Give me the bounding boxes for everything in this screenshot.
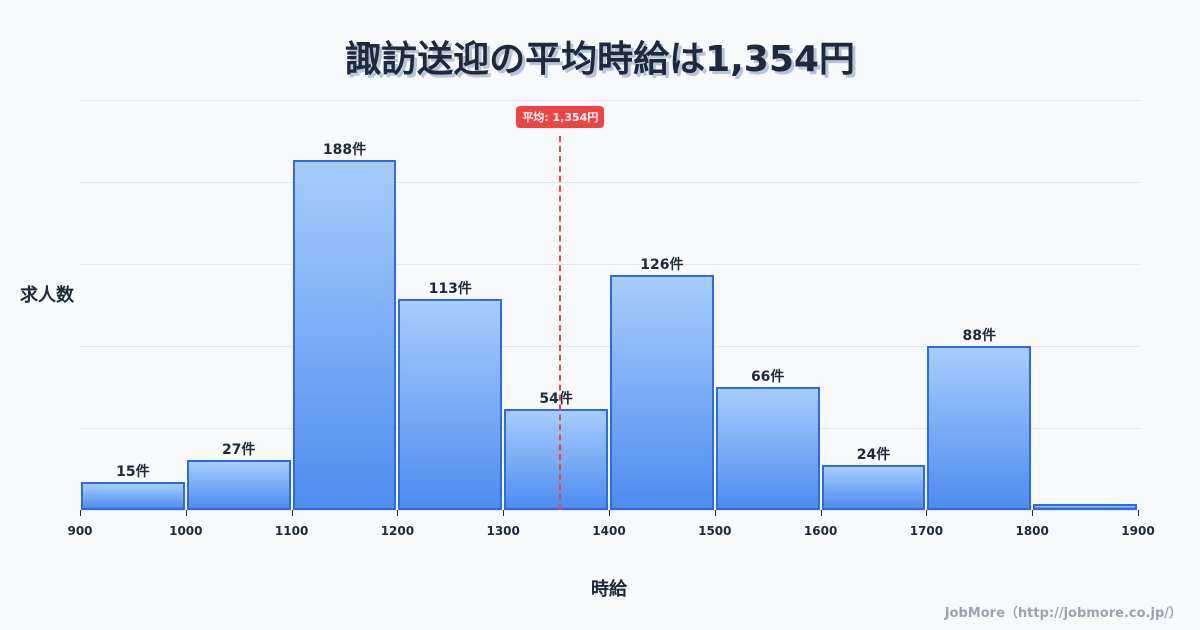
source-credit: JobMore（http://jobmore.co.jp/） — [944, 606, 1182, 621]
x-tick-label: 1400 — [592, 524, 626, 538]
histogram-bar[interactable] — [504, 409, 608, 510]
x-tick-label: 1000 — [169, 524, 203, 538]
bar-value-label: 27件 — [221, 441, 256, 458]
x-tick — [185, 510, 187, 516]
histogram-bar[interactable] — [1033, 504, 1137, 510]
gridline — [80, 100, 1140, 101]
x-tick-label: 1900 — [1121, 524, 1155, 538]
x-tick — [503, 510, 505, 516]
x-tick-label: 1700 — [909, 524, 944, 538]
gridline — [80, 510, 1140, 511]
histogram-bar[interactable] — [398, 299, 503, 510]
x-tick-label: 1200 — [380, 524, 415, 538]
histogram-bar[interactable] — [186, 459, 291, 510]
x-tick — [397, 510, 399, 516]
mean-line — [559, 136, 562, 510]
x-tick — [926, 510, 928, 516]
mean-badge: 平均: 1,354円 — [516, 106, 605, 128]
x-tick-label: 1800 — [1015, 524, 1049, 538]
bar-value-label: 15件 — [116, 464, 150, 481]
gridline — [80, 182, 1140, 183]
bar-value-label: 113件 — [428, 281, 472, 298]
x-tick — [80, 510, 81, 516]
bar-value-label: 126件 — [640, 257, 684, 274]
x-axis-label: 時給 — [591, 579, 627, 600]
x-tick-label: 900 — [67, 524, 93, 538]
gridline — [80, 264, 1140, 265]
bar-value-label: 24件 — [856, 447, 891, 464]
x-tick-label: 1500 — [698, 524, 732, 538]
chart-title: 諏訪送迎の平均時給は1,354円 — [345, 39, 855, 80]
histogram-bar[interactable] — [292, 159, 397, 510]
x-tick-label: 1300 — [486, 524, 520, 538]
histogram-bar[interactable] — [81, 482, 185, 510]
bar-value-label: 54件 — [539, 391, 573, 408]
x-tick — [1032, 510, 1034, 516]
x-tick-label: 1600 — [803, 524, 838, 538]
bar-value-label: 188件 — [322, 141, 367, 158]
plot-area: 15件 27件 188件 113件 54件 126件 66件 24件 88件 900 1000 110… — [67, 100, 1155, 538]
x-tick — [1138, 510, 1139, 516]
histogram-bar[interactable] — [715, 387, 820, 510]
bar-value-label: 66件 — [750, 369, 785, 385]
histogram-bar[interactable] — [610, 275, 714, 510]
histogram-bar[interactable] — [927, 346, 1032, 510]
x-tick — [820, 510, 822, 516]
histogram-bar[interactable] — [821, 465, 926, 510]
x-tick-label: 1100 — [274, 524, 309, 538]
x-tick — [714, 510, 716, 516]
y-axis-label: 求人数 — [20, 285, 74, 306]
bar-value-label: 88件 — [962, 328, 997, 344]
x-tick — [291, 510, 293, 516]
x-tick — [609, 510, 610, 516]
